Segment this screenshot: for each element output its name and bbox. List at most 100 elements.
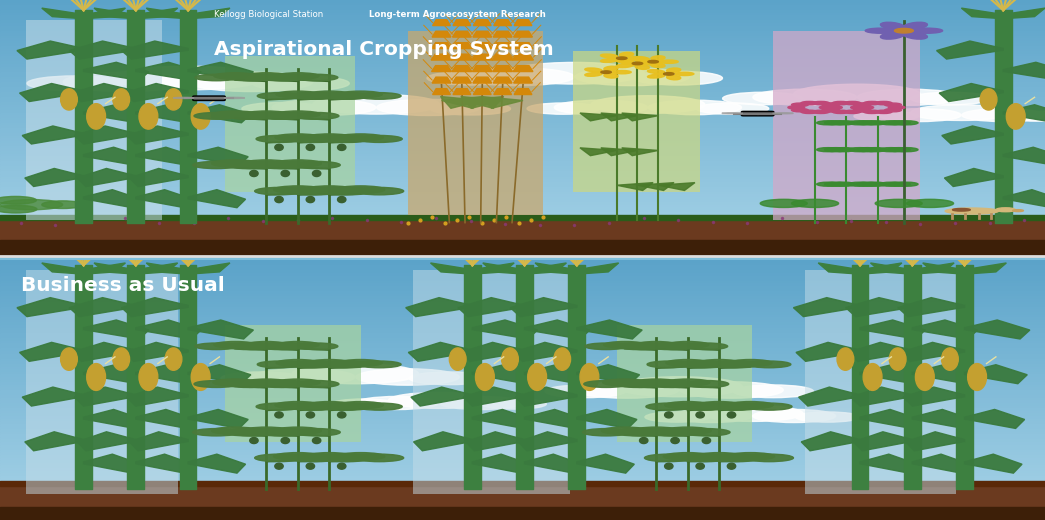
- Bar: [0, 372, 1045, 374]
- Bar: [0, 450, 1045, 452]
- Ellipse shape: [0, 200, 63, 210]
- Polygon shape: [514, 31, 532, 37]
- Ellipse shape: [632, 62, 643, 64]
- Ellipse shape: [832, 182, 855, 186]
- Ellipse shape: [306, 134, 352, 141]
- Ellipse shape: [813, 101, 830, 105]
- Polygon shape: [69, 297, 136, 317]
- Ellipse shape: [616, 381, 659, 387]
- Ellipse shape: [276, 359, 320, 366]
- Polygon shape: [580, 148, 617, 155]
- Bar: [0, 471, 1045, 473]
- Ellipse shape: [295, 361, 339, 368]
- Polygon shape: [798, 387, 860, 406]
- FancyBboxPatch shape: [805, 270, 956, 494]
- Polygon shape: [860, 409, 920, 428]
- Ellipse shape: [857, 89, 961, 105]
- Polygon shape: [136, 147, 196, 165]
- Bar: [0, 489, 1045, 491]
- Bar: [0, 174, 1045, 176]
- Ellipse shape: [355, 369, 460, 385]
- Polygon shape: [965, 365, 1027, 384]
- Ellipse shape: [255, 454, 303, 462]
- Ellipse shape: [876, 110, 892, 113]
- Polygon shape: [126, 387, 188, 406]
- Ellipse shape: [822, 103, 839, 107]
- Ellipse shape: [580, 363, 599, 391]
- Polygon shape: [510, 297, 577, 317]
- Ellipse shape: [286, 187, 334, 195]
- Bar: [0, 41, 1045, 44]
- Polygon shape: [472, 365, 535, 384]
- Ellipse shape: [865, 28, 897, 33]
- Ellipse shape: [617, 57, 627, 59]
- Ellipse shape: [305, 452, 353, 460]
- Polygon shape: [74, 387, 136, 406]
- Ellipse shape: [791, 103, 808, 107]
- Ellipse shape: [856, 121, 879, 125]
- Polygon shape: [42, 8, 84, 19]
- Ellipse shape: [314, 95, 440, 114]
- FancyBboxPatch shape: [408, 31, 543, 215]
- Polygon shape: [936, 41, 1003, 59]
- Bar: [0, 115, 1045, 118]
- Ellipse shape: [224, 97, 245, 98]
- Ellipse shape: [697, 359, 741, 366]
- Bar: [0, 13, 1045, 16]
- Polygon shape: [622, 113, 658, 121]
- Ellipse shape: [653, 381, 697, 387]
- Polygon shape: [130, 432, 188, 451]
- Ellipse shape: [617, 376, 742, 397]
- Ellipse shape: [696, 401, 742, 409]
- Ellipse shape: [591, 96, 704, 113]
- Polygon shape: [818, 263, 860, 274]
- Ellipse shape: [264, 343, 306, 349]
- Ellipse shape: [844, 110, 861, 113]
- Polygon shape: [17, 41, 84, 59]
- Polygon shape: [472, 66, 492, 72]
- Ellipse shape: [632, 62, 649, 66]
- Ellipse shape: [772, 113, 793, 114]
- Ellipse shape: [527, 103, 600, 114]
- Bar: [0, 330, 1045, 333]
- Bar: [0, 260, 1045, 263]
- Ellipse shape: [854, 103, 870, 107]
- Ellipse shape: [671, 437, 679, 444]
- Bar: [0, 411, 1045, 413]
- Ellipse shape: [716, 361, 760, 368]
- Ellipse shape: [832, 101, 849, 105]
- Polygon shape: [84, 62, 149, 80]
- Polygon shape: [577, 409, 637, 428]
- Ellipse shape: [295, 93, 339, 99]
- Ellipse shape: [336, 452, 385, 460]
- Bar: [0, 243, 1045, 245]
- Ellipse shape: [968, 363, 986, 391]
- Ellipse shape: [213, 111, 257, 118]
- Polygon shape: [796, 342, 860, 361]
- Polygon shape: [849, 342, 912, 361]
- Bar: [0, 223, 1045, 225]
- Bar: [0, 302, 1045, 304]
- Polygon shape: [525, 320, 589, 339]
- Bar: [0, 212, 1045, 215]
- Ellipse shape: [275, 144, 283, 150]
- Bar: [0, 497, 1045, 499]
- Bar: [0, 110, 1045, 112]
- Ellipse shape: [895, 148, 919, 152]
- Ellipse shape: [389, 393, 489, 408]
- Ellipse shape: [338, 401, 384, 409]
- Ellipse shape: [684, 381, 728, 387]
- Ellipse shape: [752, 89, 856, 105]
- Polygon shape: [136, 365, 199, 384]
- Ellipse shape: [376, 99, 481, 115]
- Ellipse shape: [863, 110, 880, 113]
- Bar: [0, 265, 1045, 268]
- Ellipse shape: [554, 100, 648, 115]
- Polygon shape: [25, 168, 84, 187]
- Ellipse shape: [854, 109, 870, 112]
- Ellipse shape: [293, 161, 341, 168]
- Ellipse shape: [885, 103, 902, 107]
- Ellipse shape: [683, 403, 729, 410]
- Ellipse shape: [331, 399, 396, 409]
- Polygon shape: [845, 297, 912, 317]
